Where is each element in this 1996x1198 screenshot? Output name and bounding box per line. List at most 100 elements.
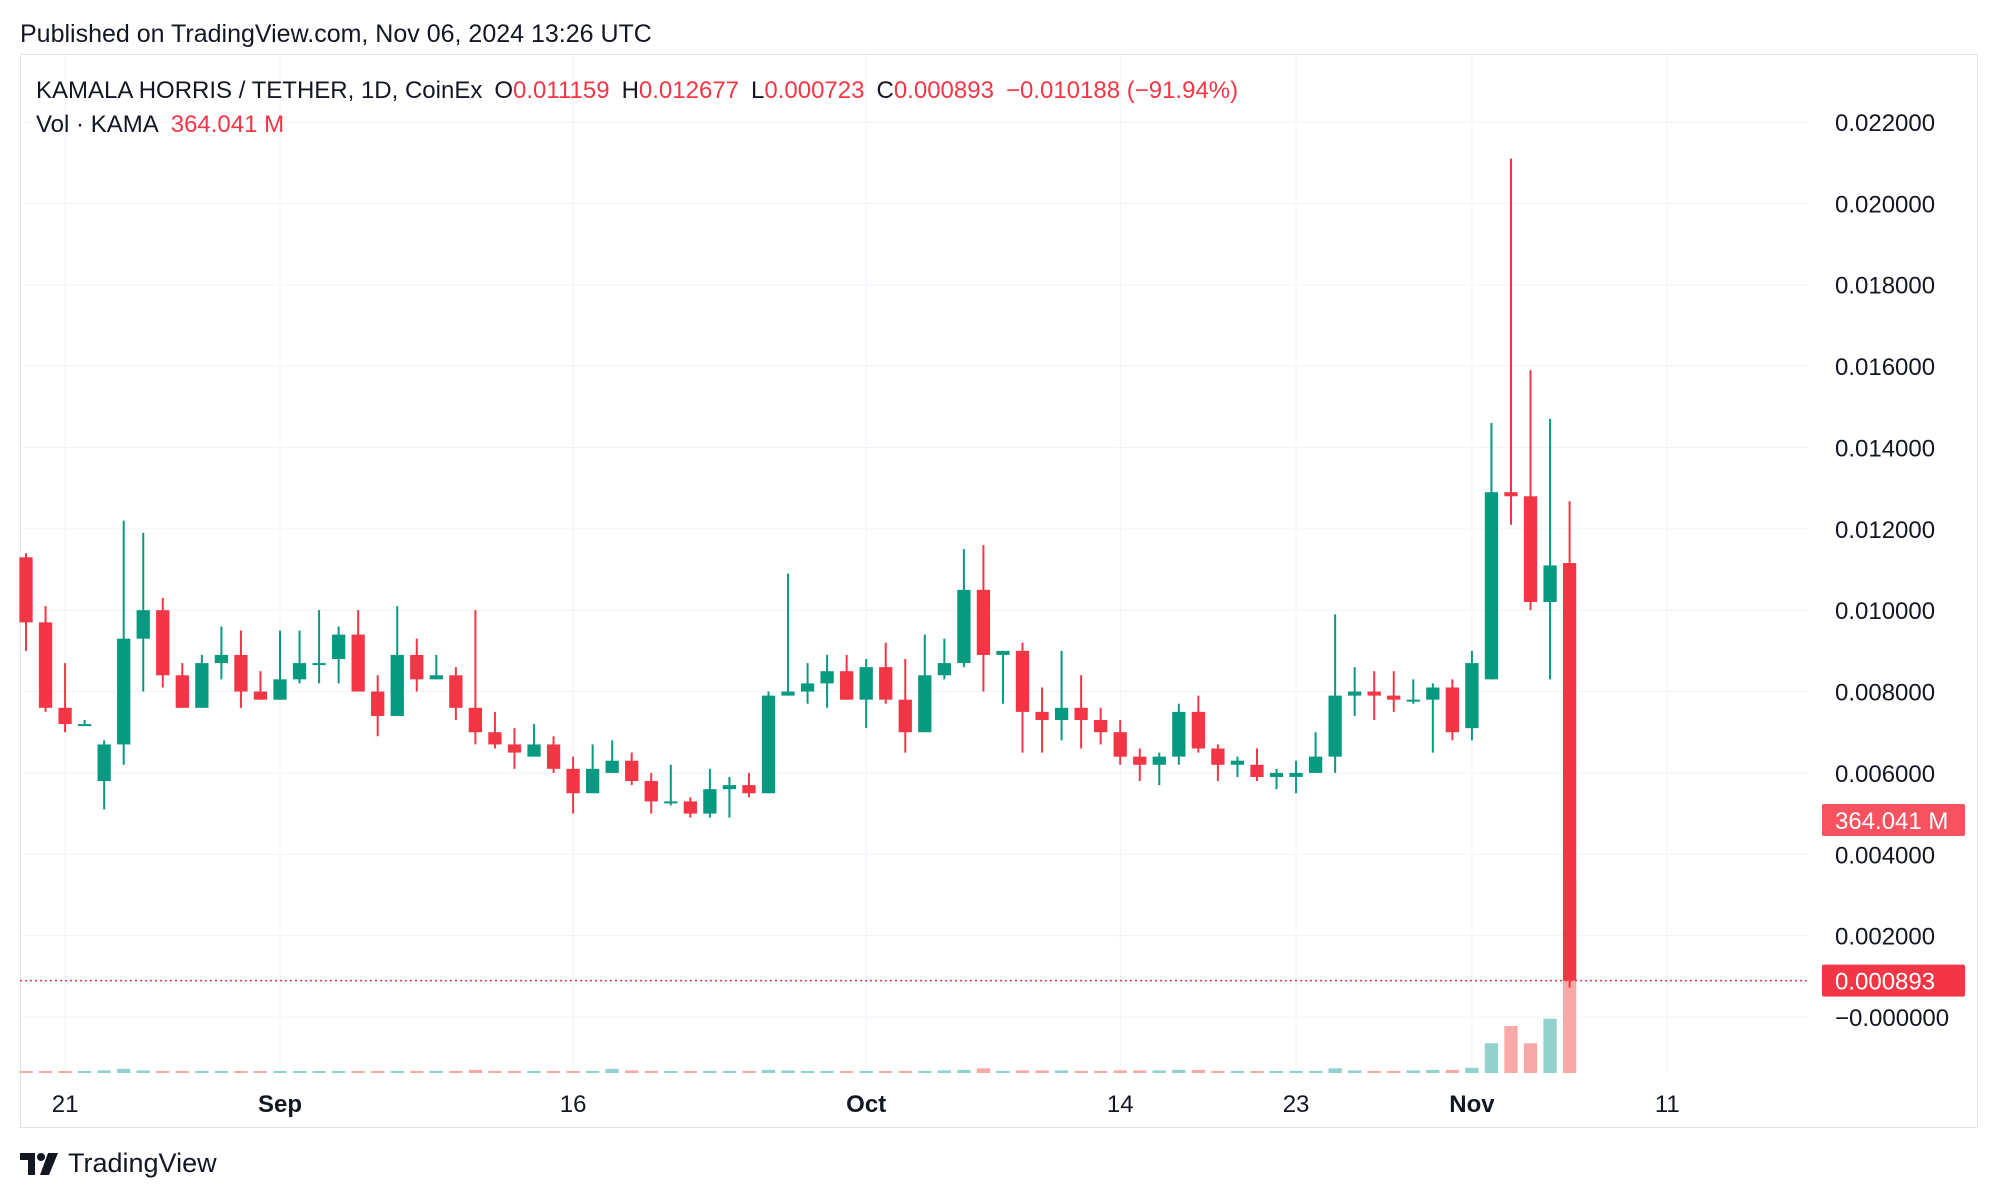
candle-body (410, 654, 424, 680)
candle-body (1113, 732, 1127, 757)
volume-bar (468, 1069, 483, 1073)
price-tick-label: 0.022000 (1835, 110, 1935, 137)
candle-body (1348, 691, 1362, 696)
volume-bar (1523, 1043, 1538, 1073)
candle-body (1523, 496, 1538, 603)
volume-bar (1387, 1070, 1401, 1073)
volume-bar (38, 1071, 53, 1073)
volume-badge-label: 364.041 M (1835, 808, 1948, 835)
candle-body (527, 744, 541, 757)
legend-open-label: O (494, 77, 514, 104)
volume-badge-bg (1822, 804, 1965, 836)
candle-body (957, 589, 971, 664)
candle-body (175, 675, 189, 708)
volume-bar (781, 1070, 795, 1073)
candle-body (488, 732, 502, 745)
volume-bar (1250, 1071, 1264, 1073)
candle-body (195, 663, 209, 708)
candle-body (996, 650, 1010, 655)
price-tick-label: 0.014000 (1835, 435, 1935, 462)
candle-body (351, 634, 365, 692)
volume-bar (625, 1070, 639, 1073)
candle-body (468, 707, 483, 733)
candle-body (1328, 695, 1342, 757)
legend-symbol[interactable]: KAMALA HORRIS / TETHER, 1D, CoinEx (36, 77, 483, 104)
candle-body (117, 638, 131, 745)
candle-body (1504, 492, 1518, 497)
volume-bar (1348, 1070, 1362, 1073)
volume-bar (644, 1070, 658, 1073)
volume-bar (1191, 1069, 1206, 1073)
volume-bar (1289, 1070, 1303, 1073)
candle-body (390, 654, 404, 716)
candle-body (331, 634, 346, 659)
volume-bar (58, 1071, 72, 1073)
candle-body (625, 760, 639, 782)
candle-body (507, 744, 522, 753)
volume-bar (1308, 1070, 1323, 1073)
candle-body (253, 691, 268, 700)
volume-bar (1035, 1070, 1049, 1073)
tradingview-brand[interactable]: TradingView (20, 1148, 217, 1179)
volume-bar (312, 1071, 326, 1073)
volume-bar (488, 1070, 502, 1073)
volume-bar (371, 1070, 385, 1073)
volume-bar (605, 1068, 619, 1073)
time-tick-label: Nov (1449, 1091, 1495, 1118)
time-tick-label: 16 (560, 1091, 587, 1118)
volume-bar (1211, 1070, 1225, 1073)
candle-body (58, 707, 72, 725)
volume-bar (117, 1068, 131, 1073)
candle-body (1465, 663, 1479, 729)
candle-body (1094, 720, 1108, 733)
volume-bar (546, 1071, 561, 1073)
volume-bar (742, 1070, 756, 1073)
volume-bar (527, 1071, 541, 1073)
candle-body (1211, 748, 1225, 765)
candle-body (937, 663, 951, 676)
candle-body (1152, 756, 1166, 765)
volume-bar (449, 1070, 463, 1073)
last-price-badge-bg (1822, 964, 1965, 997)
volume-bar (1484, 1043, 1499, 1073)
candle-body (292, 663, 307, 680)
candle-body (800, 683, 815, 692)
volume-bar (1406, 1070, 1420, 1073)
volume-bar (879, 1071, 893, 1073)
candle-body (1269, 772, 1284, 777)
candle-body (19, 557, 33, 623)
price-tick-label: 0.002000 (1835, 924, 1935, 951)
volume-bar (1445, 1069, 1460, 1073)
legend-high-label: H (621, 77, 639, 104)
candle-body (585, 768, 600, 794)
time-tick-label: 11 (1655, 1091, 1680, 1118)
volume-bar (1367, 1070, 1381, 1073)
legend-volume-row: Vol · KAMA 364.041 M (36, 108, 1238, 142)
volume-bar (800, 1070, 815, 1073)
candle-body (273, 679, 287, 700)
price-tick-label: 0.004000 (1835, 842, 1935, 869)
volume-bar (1074, 1070, 1088, 1073)
volume-bar (292, 1071, 307, 1073)
time-tick-label: 14 (1107, 1091, 1134, 1118)
candle-body (214, 654, 229, 664)
legend-volume-label[interactable]: Vol · KAMA (36, 111, 159, 138)
volume-bar (19, 1071, 33, 1073)
candle-body (703, 789, 717, 814)
candle-body (77, 724, 92, 727)
axis-badges: 364.041 M 0.000893 (1822, 804, 1965, 997)
candle-body (1387, 695, 1401, 700)
candle-body (605, 760, 619, 773)
volume-bar (1543, 1018, 1557, 1073)
candle-body (1172, 711, 1186, 757)
volume-bar (1328, 1068, 1342, 1073)
time-axis[interactable]: 21 Sep 16 Oct 14 23 Nov 11 (52, 1091, 1680, 1118)
price-axis[interactable]: 0.022000 0.020000 0.018000 0.016000 0.014000… (1835, 110, 1949, 1032)
volume-bar (214, 1070, 229, 1073)
price-tick-label: 0.006000 (1835, 761, 1935, 788)
volume-bar (898, 1070, 912, 1073)
volume-bar (1054, 1070, 1069, 1073)
candle-body (1426, 687, 1440, 700)
candle-body (781, 691, 795, 696)
